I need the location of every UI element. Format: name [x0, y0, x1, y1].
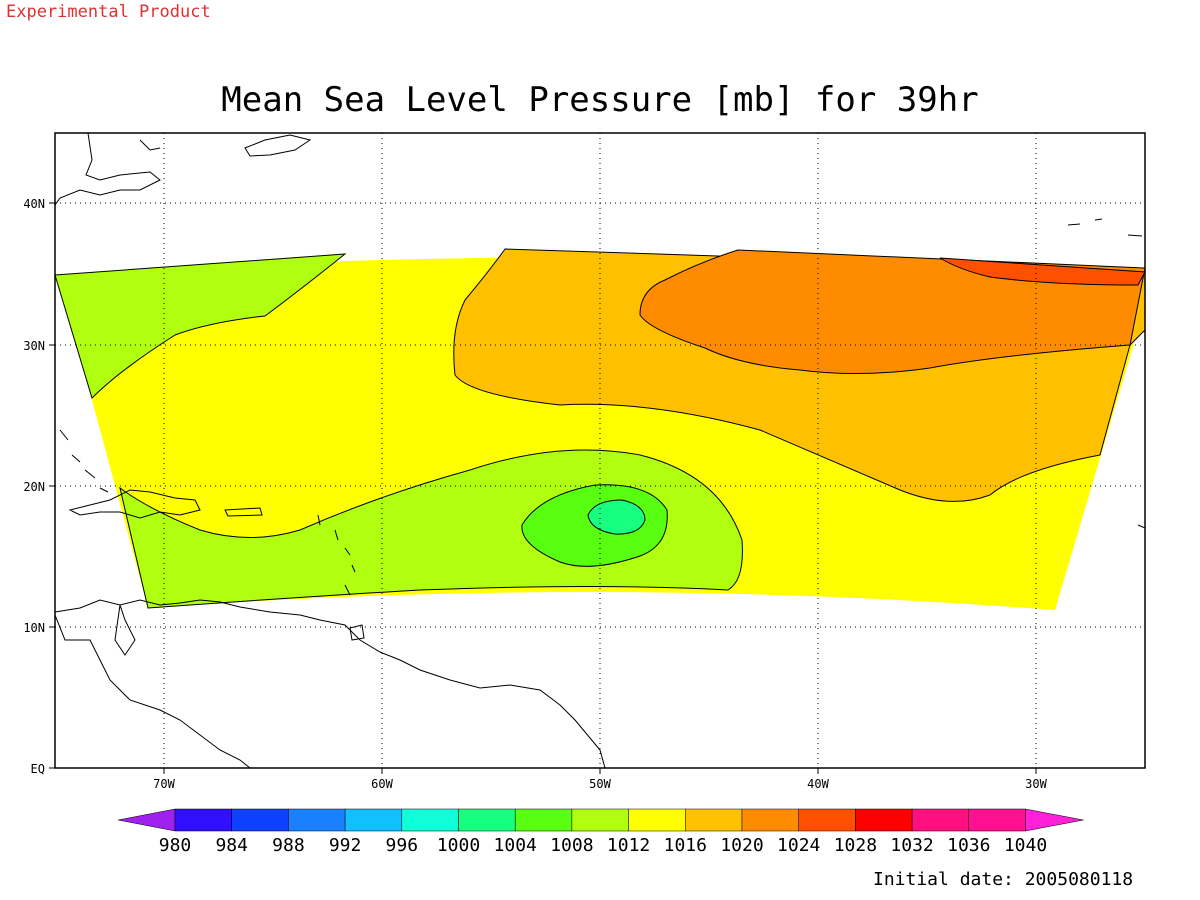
colorbar-box	[798, 808, 856, 832]
coast-south-america	[55, 599, 606, 768]
coast-trinidad	[349, 624, 365, 641]
contour-1004	[587, 499, 646, 535]
coast-puerto-rico	[224, 507, 263, 517]
initial-date-label: Initial date: 2005080118	[873, 869, 1134, 890]
pressure-field	[55, 248, 1145, 610]
map-title: Mean Sea Level Pressure [mb] for 39hr	[221, 80, 979, 120]
colorbar-label: 1020	[720, 835, 763, 856]
coast-lesser-antilles	[317, 514, 356, 596]
colorbar-box	[685, 808, 743, 832]
colorbar-box	[911, 808, 970, 832]
colorbar-box	[855, 808, 913, 832]
lon-label-30w: 30W	[1025, 777, 1047, 791]
lat-label-eq: EQ	[31, 762, 45, 776]
coast-cape-cod	[139, 139, 161, 151]
coast-azores	[1067, 218, 1145, 529]
axis-ticks	[49, 202, 1037, 774]
lat-label-30n: 30N	[23, 339, 45, 353]
contour-1024	[639, 249, 1145, 375]
colorbar-label: 1036	[947, 835, 990, 856]
coast-northeast-us	[55, 133, 161, 206]
colorbar-label: 992	[329, 835, 362, 856]
contour-1028	[939, 257, 1145, 286]
coast-nova-scotia	[244, 134, 312, 157]
colorbar-box	[571, 808, 629, 832]
colorbar-box	[628, 808, 686, 832]
colorbar-label: 980	[159, 835, 192, 856]
colorbar-box	[174, 808, 232, 832]
colorbar-label: 1008	[550, 835, 593, 856]
lat-label-40n: 40N	[23, 197, 45, 211]
colorbar-label: 1040	[1004, 835, 1047, 856]
colorbar-box	[344, 808, 403, 832]
colorbar-box	[458, 808, 516, 832]
lon-label-50w: 50W	[589, 777, 611, 791]
lat-label-10n: 10N	[23, 621, 45, 635]
colorbar-box	[401, 808, 459, 832]
colorbar-label: 1024	[777, 835, 820, 856]
colorbar-box	[231, 808, 289, 832]
experimental-product-label: Experimental Product	[6, 2, 211, 22]
colorbar-label: 1000	[437, 835, 480, 856]
colorbar-label: 988	[272, 835, 305, 856]
colorbar-box	[968, 808, 1026, 832]
coast-cuba-hispaniola	[68, 489, 201, 519]
colorbar: 980 984 988 992 996 1000 1004 1008 1012 1016 1020 1…	[117, 808, 1084, 856]
colorbar-label: 1004	[494, 835, 537, 856]
lon-label-70w: 70W	[153, 777, 175, 791]
longitude-labels: 70W 60W 50W 40W 30W	[153, 777, 1047, 791]
colorbar-label: 1012	[607, 835, 650, 856]
coast-bahamas	[59, 429, 109, 493]
colorbar-label: 1028	[834, 835, 877, 856]
colorbar-box	[514, 808, 573, 832]
colorbar-box	[288, 808, 346, 832]
colorbar-arrow-high	[1025, 808, 1084, 832]
colorbar-label: 996	[386, 835, 419, 856]
colorbar-box	[741, 808, 799, 832]
contour-1012-nw	[55, 253, 347, 399]
colorbar-label: 1016	[664, 835, 707, 856]
coastlines	[55, 133, 1145, 768]
colorbar-label: 1032	[890, 835, 933, 856]
lon-label-60w: 60W	[371, 777, 393, 791]
colorbar-label: 984	[215, 835, 248, 856]
lon-label-40w: 40W	[807, 777, 829, 791]
lat-label-20n: 20N	[23, 480, 45, 494]
map-grid	[55, 133, 1145, 768]
colorbar-arrow-low	[117, 808, 176, 832]
latitude-labels: 40N 30N 20N 10N EQ	[23, 197, 45, 776]
